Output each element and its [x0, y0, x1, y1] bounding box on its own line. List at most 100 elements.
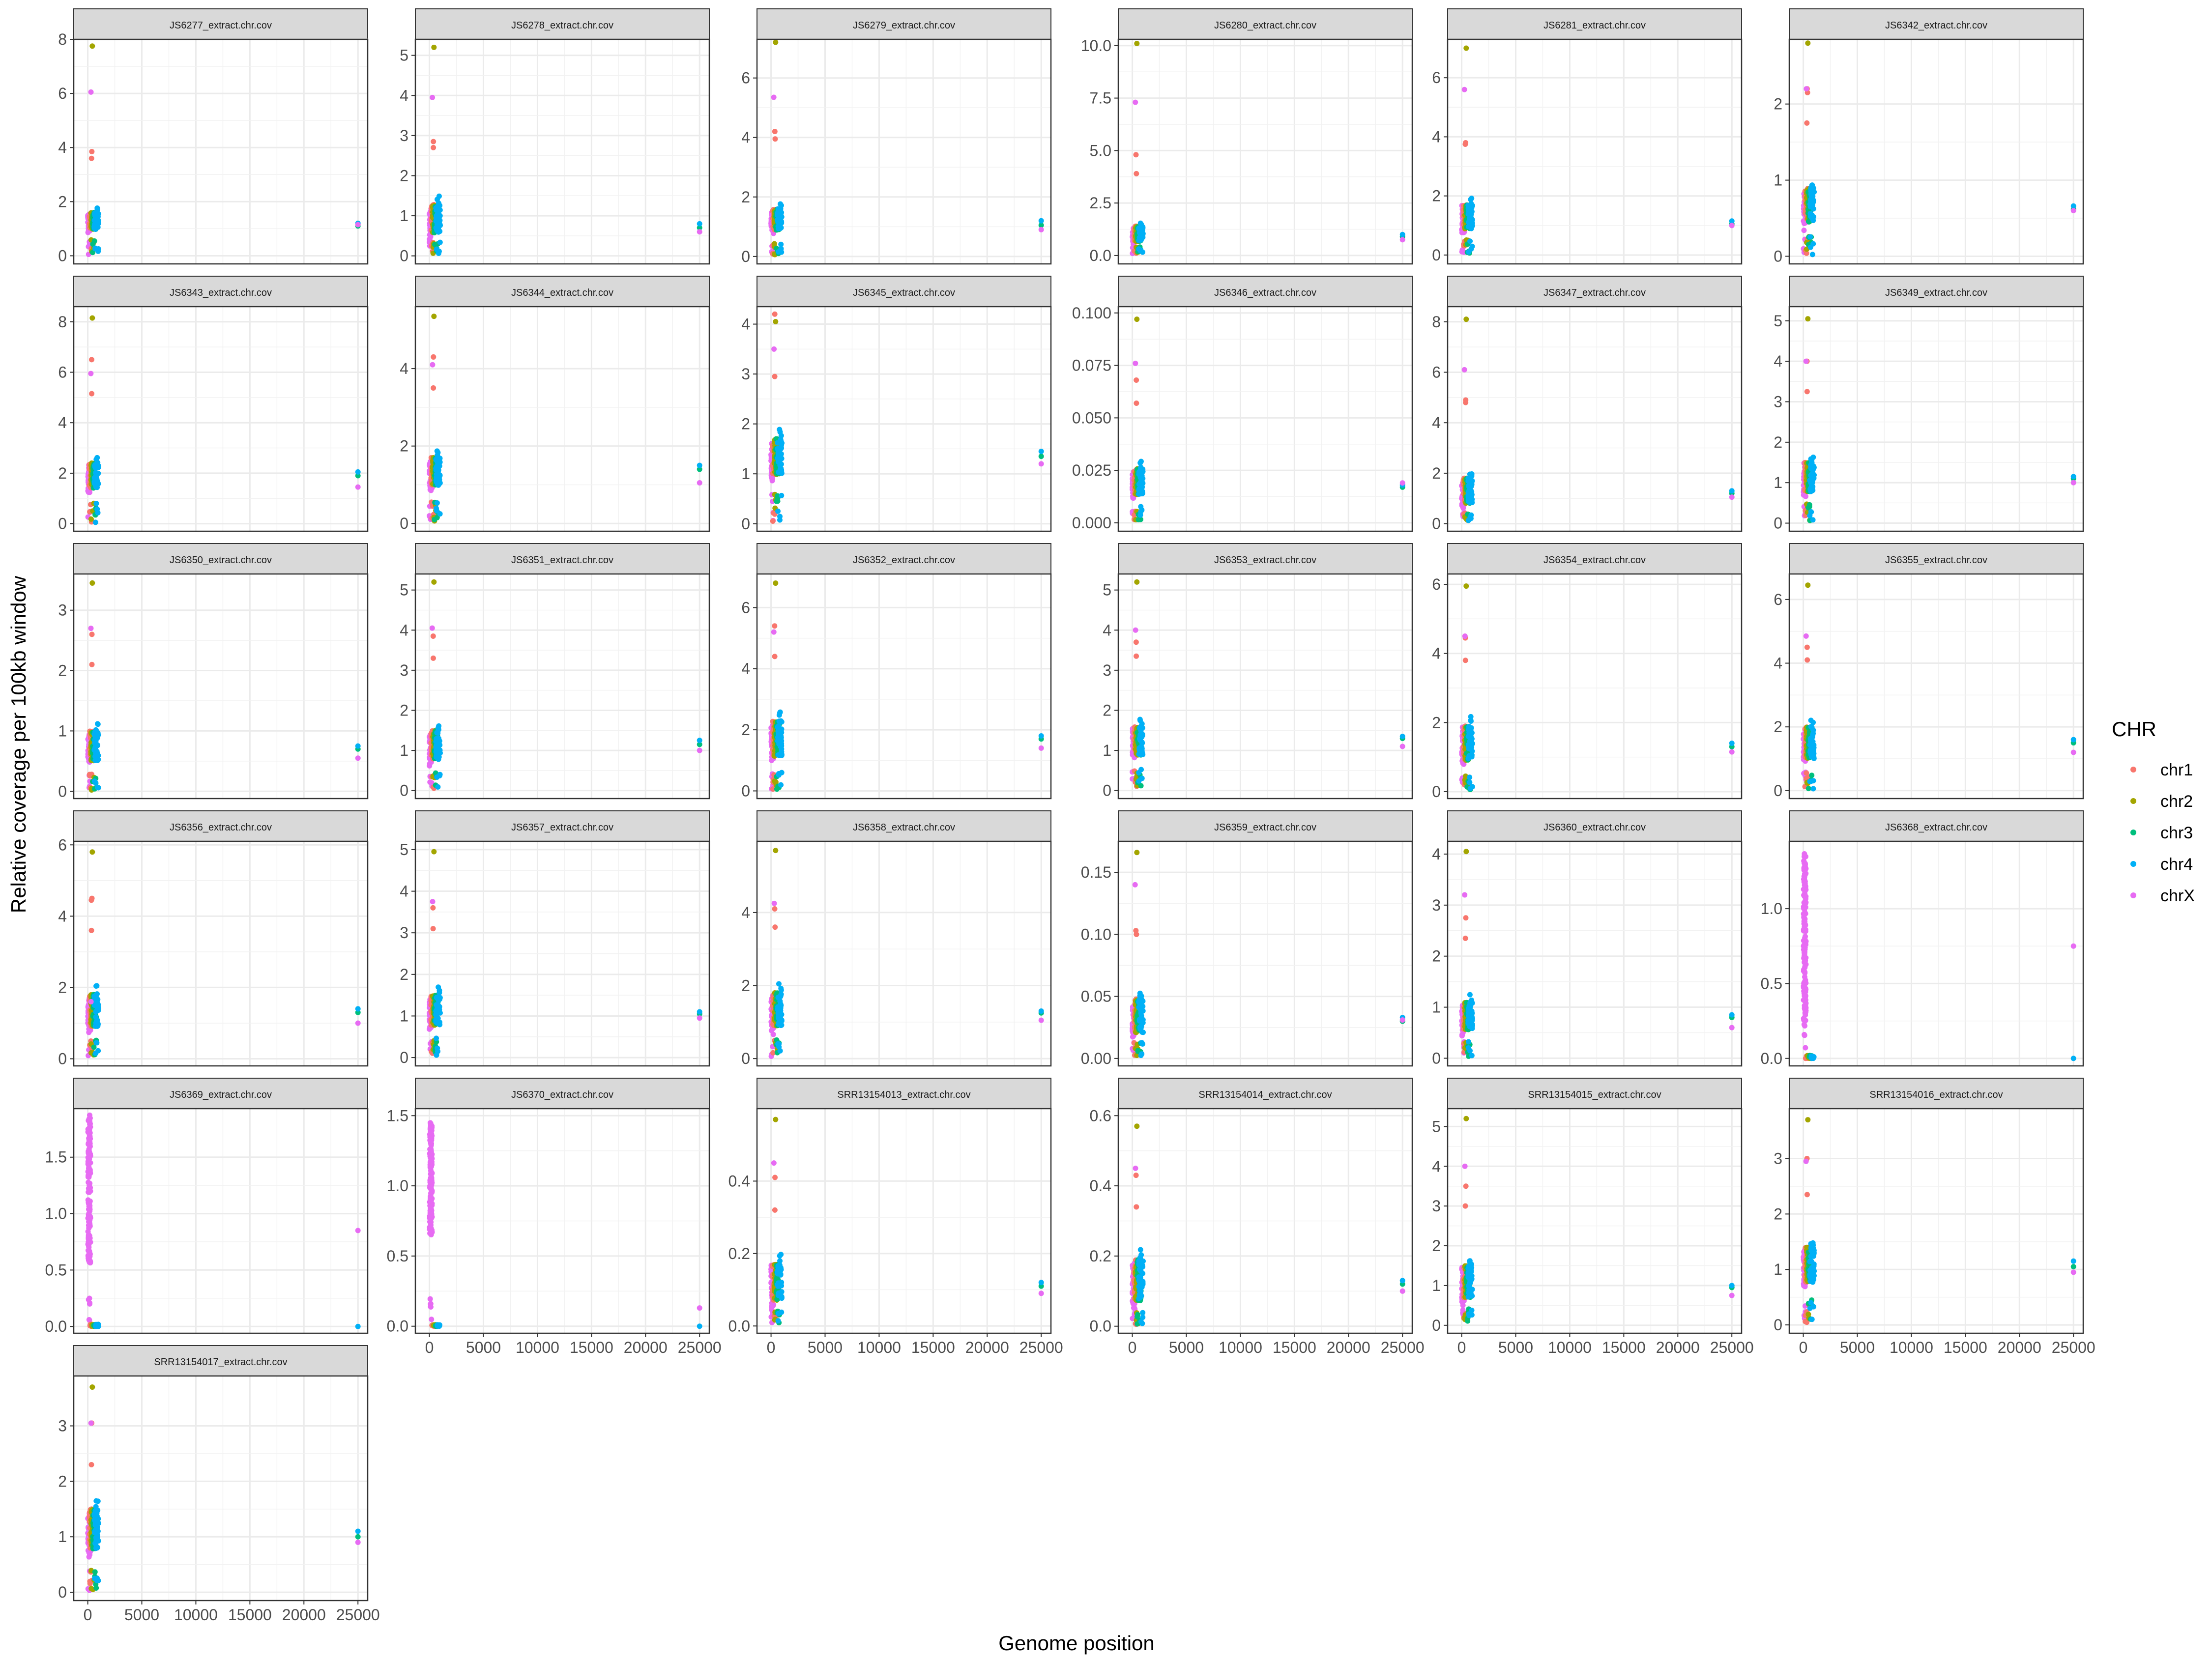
data-point [779, 220, 784, 226]
data-point [777, 446, 782, 451]
y-tick-label: 4 [1774, 352, 1782, 370]
data-point [1808, 739, 1813, 744]
y-tick-label: 0 [58, 515, 67, 533]
data-point [778, 206, 784, 211]
outlier-point [1134, 316, 1139, 322]
y-tick-label: 10.0 [1081, 37, 1111, 55]
panel-background [74, 841, 368, 1066]
outlier-point [771, 630, 777, 635]
facet-title: JS6344_extract.chr.cov [511, 287, 613, 298]
data-point [1468, 718, 1474, 724]
data-point [94, 991, 100, 997]
y-tick-label: 0 [400, 1049, 408, 1066]
data-point [94, 1040, 99, 1046]
y-tick-label: 3 [58, 601, 67, 619]
tail-point [1729, 223, 1735, 228]
outlier-point [772, 129, 778, 134]
data-point [779, 250, 784, 255]
y-tick-label: 4 [741, 129, 750, 146]
panel-background [415, 574, 709, 799]
facet-title: JS6355_extract.chr.cov [1885, 555, 1987, 566]
panel-background [415, 307, 709, 531]
data-point [1137, 513, 1143, 518]
y-tick-label: 2 [1432, 187, 1441, 205]
data-point [774, 786, 780, 792]
data-point [93, 214, 98, 219]
data-point [436, 457, 441, 462]
outlier-point [88, 371, 93, 376]
y-tick-label: 0 [1432, 246, 1441, 264]
data-point [1139, 479, 1144, 484]
data-point [1808, 778, 1814, 784]
y-tick-label: 4 [1432, 414, 1441, 431]
data-point [1138, 223, 1144, 229]
data-point [1138, 752, 1143, 757]
y-tick-label: 2 [58, 193, 67, 210]
y-tick-label: 4 [58, 139, 67, 156]
outlier-point [773, 319, 778, 324]
outlier-point [771, 95, 777, 100]
facet-title: JS6279_extract.chr.cov [853, 20, 955, 31]
y-tick-label: 2 [1774, 95, 1782, 113]
data-point [778, 201, 783, 207]
data-point [428, 487, 434, 493]
tail-point [1400, 232, 1405, 237]
tail-point [355, 485, 361, 490]
data-point [93, 983, 99, 989]
data-point [93, 745, 98, 750]
y-tick-label: 1 [1103, 742, 1111, 759]
data-point [1469, 736, 1475, 742]
tail-point [697, 748, 702, 753]
y-tick-label: 5 [1103, 581, 1111, 599]
data-point [1810, 252, 1815, 257]
outlier-point [89, 928, 94, 933]
tail-point [2071, 750, 2076, 755]
data-point [1808, 456, 1814, 461]
y-tick-label: 2 [741, 721, 750, 739]
data-point [436, 723, 441, 729]
data-point [1469, 480, 1474, 485]
data-point [779, 752, 785, 757]
facet-title: JS6342_extract.chr.cov [1885, 20, 1987, 31]
tail-point [2071, 737, 2076, 743]
facet-title: JS6347_extract.chr.cov [1543, 287, 1646, 298]
data-point [1136, 770, 1141, 775]
y-tick-label: 4 [741, 660, 750, 678]
outlier-point [430, 362, 435, 368]
y-tick-label: 1 [1774, 172, 1782, 189]
y-tick-label: 4 [1432, 645, 1441, 662]
y-tick-label: 2 [1774, 433, 1782, 451]
outlier-point [1804, 86, 1809, 91]
y-tick-label: 2 [58, 978, 67, 996]
facet-panel: JS6346_extract.chr.cov0.0000.0250.0500.0… [1072, 276, 1412, 532]
y-tick-label: 4 [1432, 128, 1441, 145]
y-tick-label: 3 [1103, 661, 1111, 679]
facet-title: JS6352_extract.chr.cov [853, 555, 955, 566]
y-tick-label: 2 [400, 437, 408, 455]
y-tick-label: 4 [400, 621, 408, 639]
data-point [434, 508, 439, 514]
data-point [1139, 507, 1144, 513]
y-tick-label: 8 [58, 30, 67, 48]
tail-point [1400, 237, 1405, 242]
panel-background [1789, 307, 2083, 531]
y-tick-label: 8 [58, 313, 67, 331]
panel-background [1448, 307, 1742, 531]
y-tick-label: 2.5 [1090, 194, 1111, 212]
data-point [1808, 724, 1814, 729]
data-point [437, 249, 442, 254]
tail-point [1729, 741, 1735, 746]
data-point [776, 211, 782, 216]
y-tick-label: 0.075 [1072, 357, 1111, 374]
data-point [1808, 204, 1813, 209]
outlier-point [431, 579, 437, 585]
y-tick-label: 2 [741, 415, 750, 433]
outlier-point [1134, 579, 1139, 585]
y-tick-label: 2 [1103, 701, 1111, 719]
